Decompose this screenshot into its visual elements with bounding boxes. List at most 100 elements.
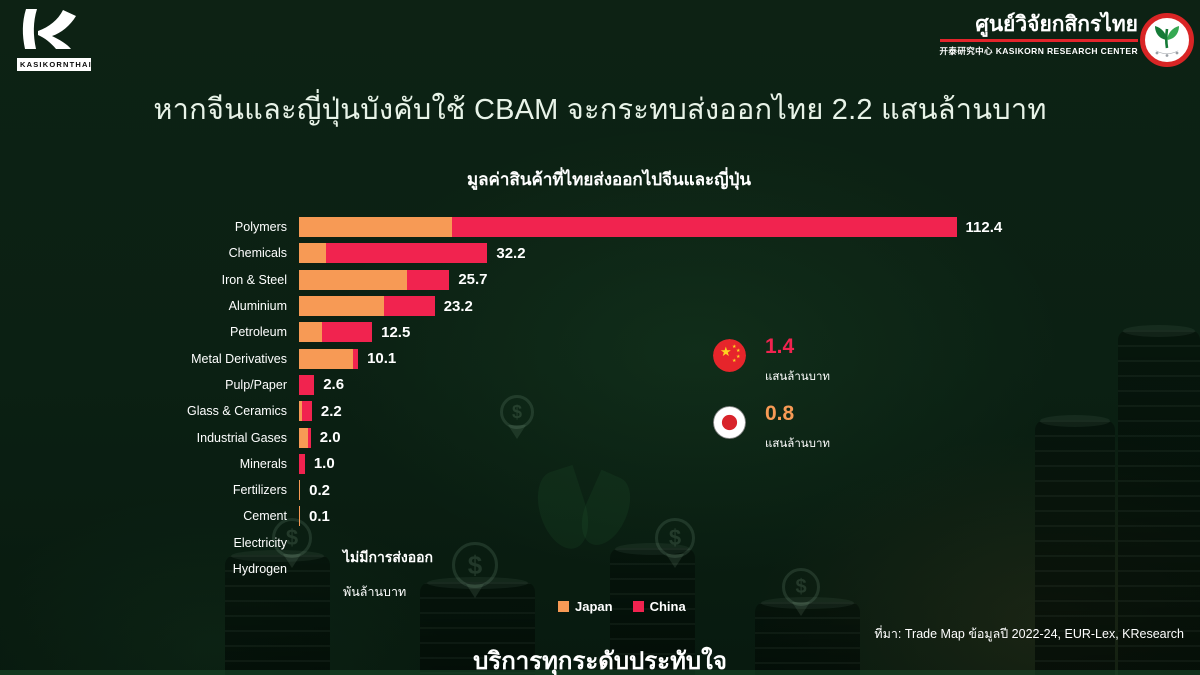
japan-bar-segment	[299, 401, 302, 422]
bar-row: Petroleum 12.5	[0, 319, 1200, 345]
bar-row: Aluminium 23.2	[0, 293, 1200, 319]
source-note: ที่มา: Trade Map ข้อมูลปี 2022-24, EUR-L…	[874, 627, 1184, 641]
bar-track	[299, 348, 359, 369]
bar-track	[299, 427, 311, 448]
bar-track	[299, 296, 435, 317]
category-label: Cement	[243, 509, 287, 524]
bar-value-label: 2.2	[320, 402, 342, 420]
china-bar-segment	[322, 322, 373, 343]
bar-row: Iron & Steel 25.7	[0, 267, 1200, 293]
bar-value-label: 2.0	[319, 429, 341, 447]
category-label: Polymers	[234, 220, 287, 235]
category-label: Aluminium	[228, 299, 287, 314]
bar-value-label: 10.1	[367, 350, 397, 368]
legend-label-china: China	[649, 599, 686, 614]
bar-value-label: 23.2	[443, 297, 473, 315]
japan-bar-segment	[299, 480, 301, 501]
japan-bar-segment	[299, 217, 452, 238]
category-label: Chemicals	[228, 246, 287, 261]
research-center-red-rule	[939, 39, 1138, 43]
no-export-note: ไม่มีการส่งออก	[343, 549, 434, 565]
china-legend-swatch-icon	[632, 601, 644, 612]
japan-legend-swatch-icon	[558, 601, 569, 612]
bar-value-label: 0.2	[309, 481, 331, 499]
category-label: Industrial Gases	[196, 430, 287, 445]
japan-impact-unit: แสนล้านบาท	[765, 438, 830, 450]
svg-text:★: ★	[736, 348, 741, 354]
category-label: Minerals	[239, 456, 287, 471]
china-bar-segment	[406, 269, 450, 290]
bar-track	[299, 506, 300, 527]
bar-row: Electricity	[0, 530, 1200, 556]
bar-value-label: 12.5	[381, 323, 411, 341]
category-label: Fertilizers	[232, 483, 287, 498]
china-bar-segment	[451, 217, 957, 238]
bar-row: Industrial Gases 2.0	[0, 424, 1200, 450]
research-center-title: ศูนย์วิจัยกสิกรไทย	[975, 13, 1138, 36]
bar-track	[299, 374, 315, 395]
category-label: Iron & Steel	[221, 272, 287, 287]
bar-value-label: 25.7	[458, 271, 488, 289]
japan-flag-icon	[713, 406, 746, 439]
rice-sprout-icon	[1155, 26, 1179, 57]
china-bar-segment	[299, 374, 315, 395]
bar-rows: Polymers 112.4 Chemicals 32.2 Iron & Steel 25…	[0, 214, 1200, 582]
country-impact-stats: ★ ★ ★ ★ ★ 1.4 แสนล้านบาท 0.8	[713, 336, 830, 470]
bar-track	[299, 269, 450, 290]
bar-track	[299, 480, 301, 501]
axis-unit-label: พันล้านบาท	[343, 585, 407, 599]
china-bar-segment	[383, 296, 435, 317]
bar-track	[299, 401, 312, 422]
research-center-subtitle: 开泰研究中心 KASIKORN RESEARCH CENTER	[939, 46, 1138, 57]
category-label: Electricity	[233, 535, 287, 550]
bar-value-label: 1.0	[313, 455, 335, 473]
bar-value-label: 0.1	[309, 507, 330, 525]
japan-bar-segment	[299, 427, 309, 448]
stat-china: ★ ★ ★ ★ ★ 1.4 แสนล้านบาท	[713, 336, 830, 386]
svg-text:★: ★	[720, 345, 732, 360]
china-impact-unit: แสนล้านบาท	[765, 371, 830, 383]
bar-track	[299, 453, 305, 474]
footer-slogan: บริการทุกระดับประทับใจ	[473, 648, 727, 675]
bar-row: Minerals 1.0	[0, 451, 1200, 477]
bar-track	[299, 322, 373, 343]
bar-track	[299, 243, 488, 264]
chart-legend: Japan China	[558, 599, 686, 614]
category-label: Glass & Ceramics	[186, 404, 287, 419]
bar-row: Polymers 112.4	[0, 214, 1200, 240]
category-label: Pulp/Paper	[225, 377, 287, 392]
china-bar-segment	[353, 348, 359, 369]
research-center-emblem-icon	[1140, 13, 1194, 67]
svg-text:★: ★	[736, 354, 741, 360]
china-bar-segment	[308, 427, 311, 448]
kasikornthai-logo: KASIKORNTHAI	[17, 8, 91, 71]
category-label: Metal Derivatives	[191, 351, 287, 366]
japan-bar-segment	[299, 322, 323, 343]
category-label: Hydrogen	[232, 562, 287, 576]
bar-row: Pulp/Paper 2.6	[0, 372, 1200, 398]
bar-value-label: 32.2	[496, 244, 526, 262]
bar-row: Glass & Ceramics 2.2	[0, 398, 1200, 424]
research-center-header: ศูนย์วิจัยกสิกรไทย 开泰研究中心 KASIKORN RESEA…	[939, 13, 1138, 57]
stat-japan: 0.8 แสนล้านบาท	[713, 403, 830, 453]
svg-text:★: ★	[732, 344, 737, 350]
bar-value-label: 2.6	[323, 376, 345, 394]
category-label: Petroleum	[230, 325, 287, 340]
bar-row: Chemicals 32.2	[0, 240, 1200, 266]
page-title: หากจีนและญี่ปุ่นบังคับใช้ CBAM จะกระทบส่…	[153, 94, 1047, 126]
china-flag-icon: ★ ★ ★ ★ ★	[713, 339, 746, 372]
japan-bar-segment	[299, 269, 407, 290]
bar-row: Cement 0.1	[0, 503, 1200, 529]
bar-row: Metal Derivatives 10.1	[0, 345, 1200, 371]
china-impact-value: 1.4	[765, 335, 795, 358]
china-bar-segment	[299, 453, 305, 474]
japan-bar-segment	[299, 296, 384, 317]
japan-bar-segment	[299, 506, 300, 527]
china-bar-segment	[301, 401, 312, 422]
svg-text:★: ★	[732, 358, 737, 364]
japan-impact-value: 0.8	[765, 402, 795, 425]
kasikornthai-label: KASIKORNTHAI	[17, 58, 91, 71]
legend-item-japan: Japan	[558, 599, 613, 614]
japan-bar-segment	[299, 348, 354, 369]
